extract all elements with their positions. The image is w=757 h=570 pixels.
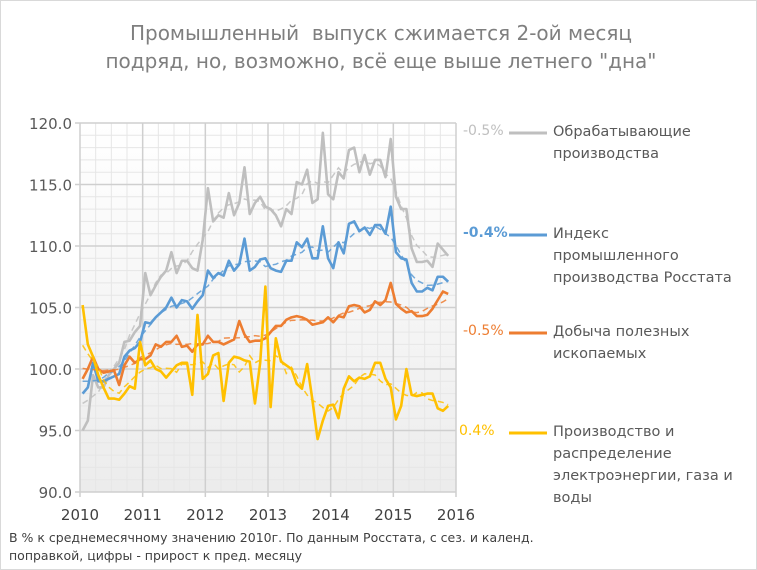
x-tick-label: 2015 [374,506,412,524]
legend-item: Индекс промышленного производства Росстата [553,223,753,289]
legend-label: электроэнергии, газа и [553,468,733,484]
y-tick-label: 120.0 [29,115,72,133]
title-line: Промышленный выпуск сжимается 2-ой месяц [129,21,633,45]
legend-label: промышленного [553,248,679,264]
legend-item: Производство и распределение электроэнерги… [553,421,753,509]
legend-label: Индекс [553,226,610,242]
last-change-label: -0.5% [463,323,504,339]
legend-item: Добыча полезных ископаемых [553,321,753,365]
footnote-line: В % к среднемесячному значению 2010г. По… [9,530,534,545]
y-tick-label: 105.0 [29,300,72,318]
legend-label: воды [553,490,592,506]
series-line-0 [81,131,450,432]
legend-label: производства [553,146,659,162]
legend-label: Добыча полезных [553,324,690,340]
last-change-label: -0.5% [463,123,504,139]
series-line-3 [81,285,450,441]
trendline-0 [82,159,449,405]
y-tick-label: 95.0 [39,423,72,441]
y-tick-label: 100.0 [29,361,72,379]
x-tick-label: 2014 [312,506,350,524]
y-tick-label: 115.0 [29,177,72,195]
legend-label: Обрабатывающие [553,124,691,140]
legend-item: Обрабатывающие производства [553,121,753,165]
x-tick-label: 2016 [437,506,475,524]
x-tick-label: 2012 [186,506,224,524]
legend-label: распределение [553,446,672,462]
y-tick-label: 110.0 [29,238,72,256]
chart-title: Промышленный выпуск сжимается 2-ой месяц… [61,19,701,75]
footnote-line: поправкой, цифры - прирост к пред. месяц… [9,548,303,563]
x-tick-label: 2010 [61,506,99,524]
trendline-3 [81,344,449,412]
title-line: подряд, но, возможно, всё еще выше летне… [105,49,657,73]
last-change-label: -0.4% [463,225,508,241]
legend-label: Производство и [553,424,675,440]
x-tick-label: 2011 [124,506,162,524]
x-tick-label: 2013 [249,506,287,524]
y-tick-label: 90.0 [39,484,72,502]
series-line-1 [81,205,450,395]
last-change-label: 0.4% [459,423,495,439]
legend-label: ископаемых [553,346,647,362]
legend-label: производства Росстата [553,270,732,286]
footnote: В % к среднемесячному значению 2010г. По… [9,529,534,565]
